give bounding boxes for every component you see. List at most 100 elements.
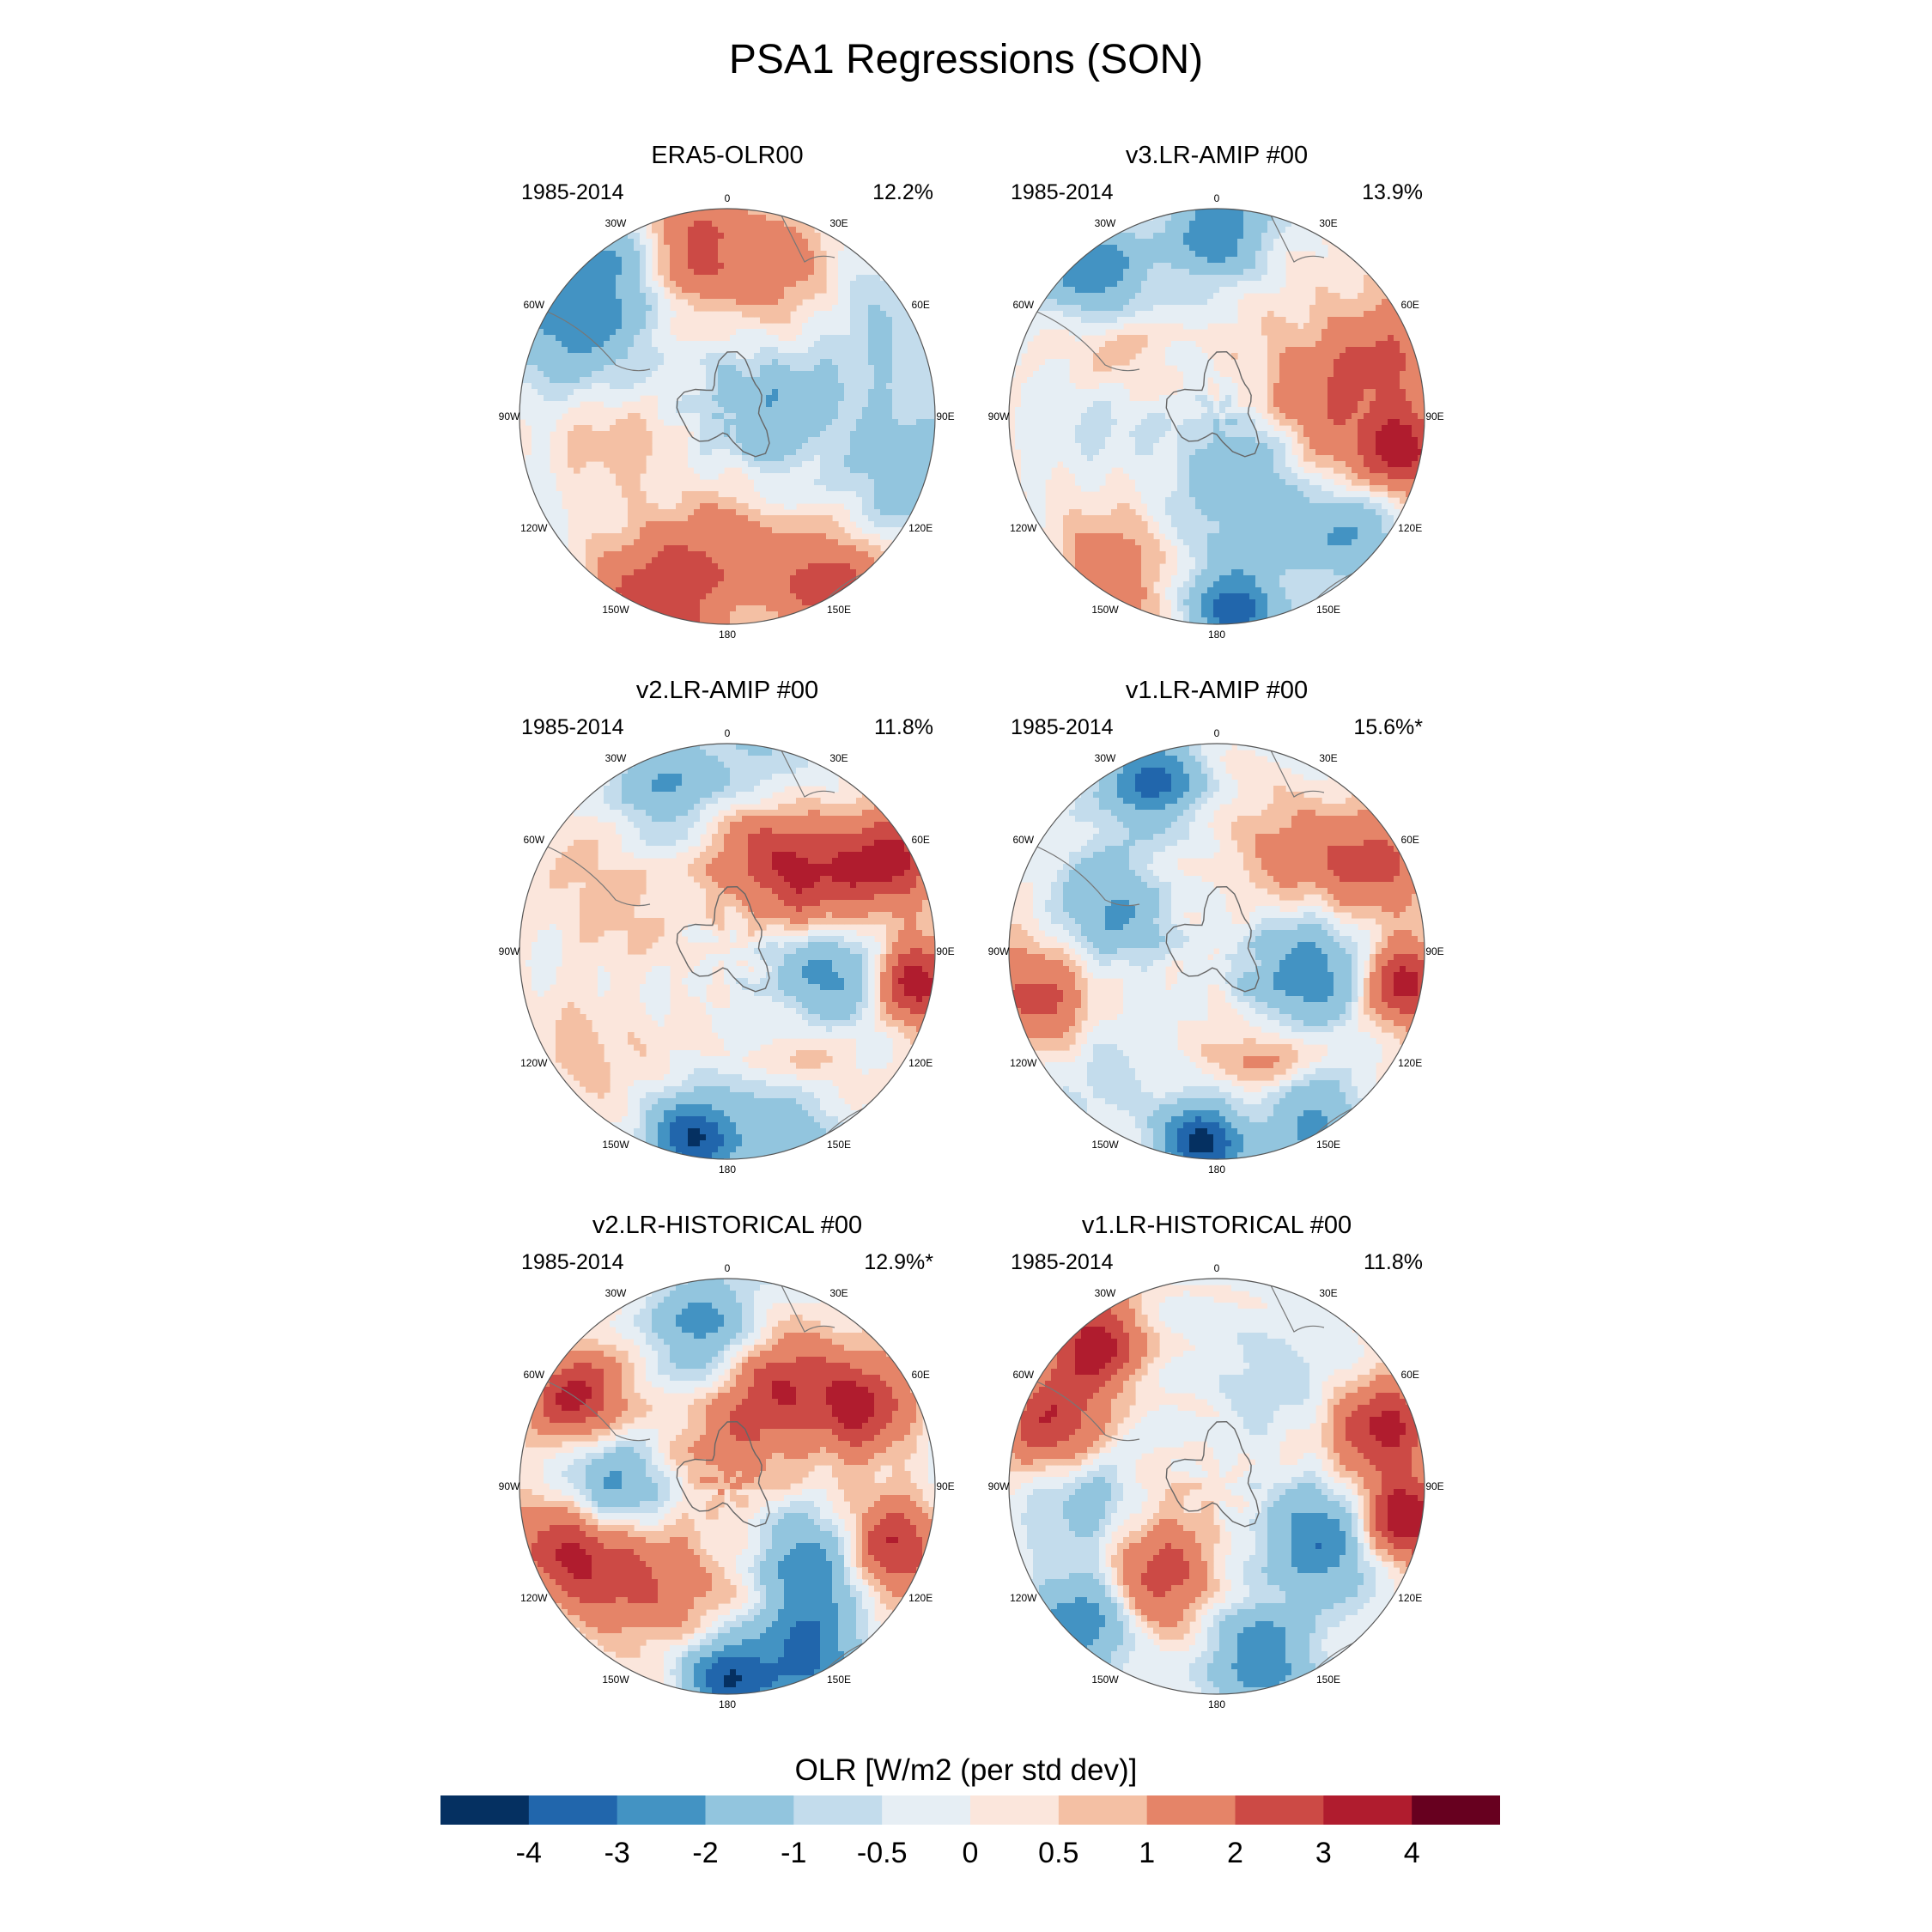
- field-cell: [772, 365, 779, 372]
- field-cell: [868, 347, 875, 354]
- field-cell: [904, 503, 911, 510]
- field-cell: [850, 347, 857, 354]
- field-cell: [616, 533, 623, 540]
- field-cell: [766, 581, 773, 588]
- field-cell: [1069, 323, 1076, 330]
- field-cell: [784, 593, 791, 600]
- field-cell: [892, 437, 899, 444]
- field-cell: [826, 347, 833, 354]
- field-cell: [1129, 335, 1136, 342]
- field-cell: [790, 521, 797, 528]
- field-cell: [538, 371, 544, 378]
- field-cell: [664, 341, 671, 348]
- panel-variance: 12.2%: [872, 180, 933, 204]
- field-cell: [790, 563, 797, 570]
- field-cell: [1352, 413, 1358, 420]
- field-cell: [712, 275, 719, 282]
- field-cell: [1267, 323, 1274, 330]
- field-cell: [700, 557, 707, 564]
- field-cell: [580, 461, 586, 468]
- field-cell: [1171, 401, 1178, 408]
- field-cell: [910, 359, 917, 366]
- field-cell: [592, 257, 598, 264]
- field-cell: [1195, 419, 1202, 426]
- field-cell: [736, 251, 743, 258]
- field-cell: [718, 539, 725, 546]
- field-cell: [1141, 251, 1148, 258]
- field-cell: [874, 401, 881, 408]
- field-cell: [640, 431, 647, 438]
- field-cell: [676, 341, 683, 348]
- field-cell: [880, 323, 887, 330]
- field-cell: [700, 347, 707, 354]
- field-cell: [610, 389, 617, 396]
- field-cell: [730, 365, 737, 372]
- field-cell: [826, 569, 833, 576]
- field-cell: [538, 497, 544, 504]
- field-cell: [826, 455, 833, 462]
- field-cell: [556, 311, 562, 318]
- field-cell: [1177, 347, 1184, 354]
- field-cell: [700, 449, 707, 456]
- field-cell: [526, 467, 532, 474]
- field-cell: [874, 479, 881, 486]
- field-cell: [796, 443, 803, 450]
- field-cell: [598, 263, 605, 270]
- field-cell: [1315, 347, 1322, 354]
- field-cell: [682, 281, 689, 288]
- field-cell: [838, 563, 845, 570]
- field-cell: [718, 545, 725, 552]
- field-cell: [892, 323, 899, 330]
- field-cell: [844, 293, 851, 300]
- field-cell: [1231, 287, 1238, 294]
- field-cell: [724, 599, 731, 606]
- field-cell: [688, 593, 695, 600]
- field-cell: [712, 473, 719, 480]
- field-cell: [868, 551, 875, 558]
- field-cell: [1189, 389, 1196, 396]
- field-cell: [634, 593, 641, 600]
- field-cell: [1075, 329, 1082, 336]
- field-cell: [670, 509, 677, 516]
- longitude-label: 150E: [827, 604, 851, 616]
- field-cell: [904, 479, 911, 486]
- field-cell: [796, 293, 803, 300]
- field-cell: [832, 323, 839, 330]
- field-cell: [664, 587, 671, 594]
- field-cell: [1352, 395, 1358, 402]
- field-cell: [694, 587, 701, 594]
- field-cell: [880, 491, 887, 498]
- field-cell: [1303, 425, 1310, 432]
- field-cell: [538, 335, 544, 342]
- field-cell: [694, 383, 701, 390]
- field-cell: [850, 491, 857, 498]
- field-cell: [874, 431, 881, 438]
- field-cell: [556, 527, 562, 534]
- field-cell: [850, 413, 857, 420]
- field-cell: [1382, 311, 1388, 318]
- field-cell: [766, 461, 773, 468]
- field-cell: [1321, 365, 1328, 372]
- field-cell: [640, 257, 647, 264]
- field-cell: [1159, 209, 1166, 216]
- field-cell: [1309, 383, 1316, 390]
- field-cell: [1069, 263, 1076, 270]
- field-cell: [760, 389, 767, 396]
- field-cell: [1033, 389, 1040, 396]
- field-cell: [1063, 287, 1070, 294]
- field-cell: [1285, 383, 1292, 390]
- field-cell: [1297, 413, 1304, 420]
- field-cell: [1045, 401, 1052, 408]
- field-cell: [706, 593, 713, 600]
- field-cell: [538, 347, 544, 354]
- field-cell: [802, 419, 809, 426]
- field-cell: [1129, 413, 1136, 420]
- field-cell: [730, 371, 737, 378]
- field-cell: [748, 365, 755, 372]
- field-cell: [694, 293, 701, 300]
- field-cell: [1231, 395, 1238, 402]
- field-cell: [1273, 317, 1280, 324]
- field-cell: [1267, 239, 1274, 246]
- field-cell: [652, 569, 659, 576]
- field-cell: [1177, 389, 1184, 396]
